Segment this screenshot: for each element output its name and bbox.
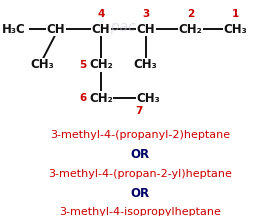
Text: 2: 2 — [187, 9, 194, 19]
Text: CH₂: CH₂ — [89, 58, 113, 71]
Text: 3-methyl-4-isopropylheptane: 3-methyl-4-isopropylheptane — [59, 207, 221, 216]
Text: OR: OR — [130, 148, 150, 161]
Text: CH₃: CH₃ — [223, 23, 247, 36]
Text: Iupac: Iupac — [99, 20, 136, 34]
Text: 4: 4 — [97, 9, 104, 19]
Text: 5: 5 — [79, 60, 86, 70]
Text: 3-methyl-4-(propanyl-2)heptane: 3-methyl-4-(propanyl-2)heptane — [50, 130, 230, 140]
Text: CH₃: CH₃ — [137, 92, 160, 105]
Text: 3: 3 — [142, 9, 149, 19]
Text: CH: CH — [92, 23, 110, 36]
Text: 1: 1 — [232, 9, 239, 19]
Text: CH: CH — [136, 23, 155, 36]
Text: H₃C: H₃C — [2, 23, 26, 36]
Text: CH₂: CH₂ — [89, 92, 113, 105]
Text: 6: 6 — [79, 93, 86, 103]
Text: 7: 7 — [135, 106, 142, 116]
Text: OR: OR — [130, 187, 150, 200]
Text: CH₃: CH₃ — [134, 58, 157, 71]
Text: CH: CH — [47, 23, 65, 36]
Text: CH₂: CH₂ — [179, 23, 202, 36]
Text: CH₃: CH₃ — [30, 58, 54, 71]
Text: 3-methyl-4-(propan-2-yl)heptane: 3-methyl-4-(propan-2-yl)heptane — [48, 169, 232, 179]
